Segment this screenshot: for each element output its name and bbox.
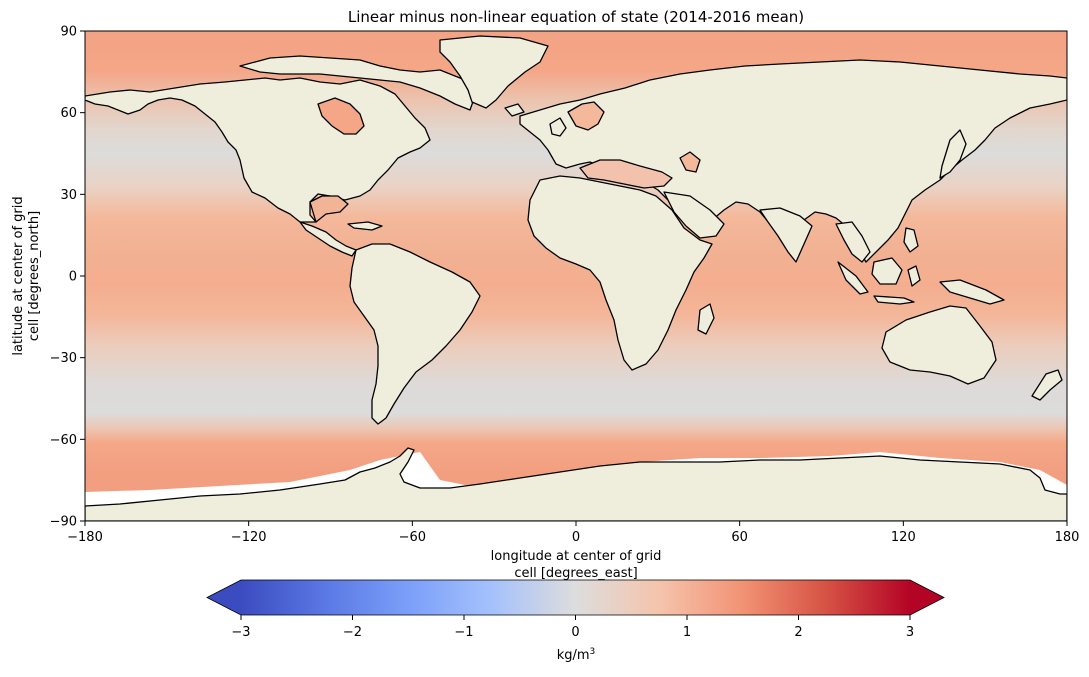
sulawesi (907, 265, 921, 287)
map-area (85, 31, 1067, 521)
y-tick-label: 60 (60, 106, 77, 121)
caspian-sea (679, 151, 701, 173)
british-isles (549, 117, 567, 137)
scandinavia (567, 101, 605, 131)
colorbar-extend-low (207, 580, 241, 615)
colorbar-tick-label: 0 (571, 625, 579, 640)
sumatra (837, 261, 869, 295)
philippines (903, 227, 919, 253)
y-tick-label: −30 (50, 351, 77, 366)
x-tick-label: 60 (731, 530, 748, 545)
hudson-bay (317, 97, 365, 135)
colorbar-tick-label: −2 (343, 625, 362, 640)
x-tick-label: −180 (67, 530, 103, 545)
colorbar-tick-label: 1 (683, 625, 691, 640)
arabia (663, 191, 725, 239)
y-tick-label: 30 (60, 188, 77, 203)
y-tick-label: 90 (60, 25, 77, 40)
colorbar-tick-label: 2 (794, 625, 802, 640)
y-tick-label: −60 (50, 433, 77, 448)
x-axis-ticks: −180 −120 −60 0 60 120 180 (67, 521, 1079, 545)
japan (939, 129, 967, 179)
x-tick-label: −120 (231, 530, 267, 545)
mediterranean-sea (579, 159, 673, 189)
x-tick-label: −60 (399, 530, 426, 545)
y-tick-label: 0 (69, 270, 77, 285)
central-america (299, 221, 357, 257)
greenland (439, 35, 549, 109)
new-guinea (939, 279, 1005, 305)
africa (527, 175, 713, 371)
java (873, 295, 915, 305)
gulf-coast (309, 195, 349, 223)
australia (881, 305, 997, 385)
chart-title: Linear minus non-linear equation of stat… (348, 8, 804, 26)
x-tick-label: 120 (891, 530, 916, 545)
antarctica (85, 447, 1067, 521)
colorbar: −3 −2 −1 0 1 2 3 kg/m3 (206, 579, 945, 663)
colorbar-tick-label: 3 (906, 625, 914, 640)
y-axis-label-line2: cell [degrees_north] (27, 211, 42, 341)
south-america (349, 243, 481, 425)
borneo (871, 257, 903, 285)
x-tick-label: 0 (572, 530, 580, 545)
y-axis-label-line1: latitude at center of grid (11, 196, 26, 355)
southeast-asia (835, 221, 871, 263)
colorbar-label: kg/m3 (557, 647, 596, 663)
x-tick-label: 180 (1055, 530, 1080, 545)
x-axis-label-line1: longitude at center of grid (491, 549, 662, 564)
colorbar-tick-label: −3 (231, 625, 250, 640)
india (759, 207, 813, 263)
x-axis-label-line2: cell [degrees_east] (514, 566, 637, 581)
colorbar-tick-label: −1 (454, 625, 473, 640)
colorbar-body (241, 580, 910, 615)
y-tick-label: −90 (50, 515, 77, 530)
new-zealand (1031, 369, 1063, 401)
colorbar-ticks: −3 −2 −1 0 1 2 3 (231, 615, 914, 640)
y-axis-ticks: 90 60 30 0 −30 −60 −90 (50, 25, 85, 530)
colorbar-extend-high (910, 580, 944, 615)
y-axis-label: latitude at center of grid cell [degrees… (11, 196, 42, 355)
cuba (347, 221, 383, 231)
madagascar (697, 303, 715, 335)
iceland (504, 103, 525, 117)
arctic-islands (239, 55, 476, 111)
land-masses (85, 35, 1067, 521)
